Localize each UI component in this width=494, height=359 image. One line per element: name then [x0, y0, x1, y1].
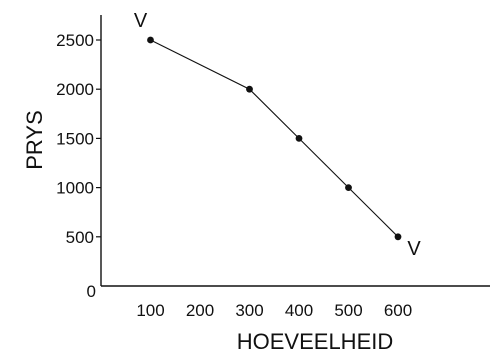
x-tick-label: 600	[384, 301, 412, 320]
x-tick-label: 300	[235, 301, 263, 320]
series-layer	[147, 36, 402, 241]
y-tick-label: 500	[66, 228, 94, 247]
x-tick-label: 100	[136, 301, 164, 320]
curve-label: V	[407, 238, 421, 260]
axes	[96, 15, 490, 287]
data-point	[295, 135, 303, 142]
y-tick-label: 1500	[56, 129, 94, 148]
y-axis-title: PRYS	[22, 110, 47, 170]
x-tick-label: 200	[186, 301, 214, 320]
x-axis-title: HOEVEELHEID	[237, 329, 394, 354]
data-point	[345, 184, 352, 192]
x-tick-label: 500	[334, 301, 362, 320]
data-point	[246, 85, 253, 93]
y-tick-label: 1000	[56, 179, 94, 198]
y-tick-label: 2000	[56, 80, 94, 99]
curve-label: V	[134, 10, 148, 32]
y-tick-label: 2500	[56, 31, 94, 50]
data-point	[394, 233, 402, 241]
origin-label: 0	[87, 282, 96, 301]
series-line	[150, 39, 399, 238]
x-tick-label: 400	[285, 301, 313, 320]
data-point	[147, 36, 154, 44]
labels-layer: PRYS HOEVEELHEID 0 500 1000 1500 2000 2500 10…	[22, 10, 421, 354]
